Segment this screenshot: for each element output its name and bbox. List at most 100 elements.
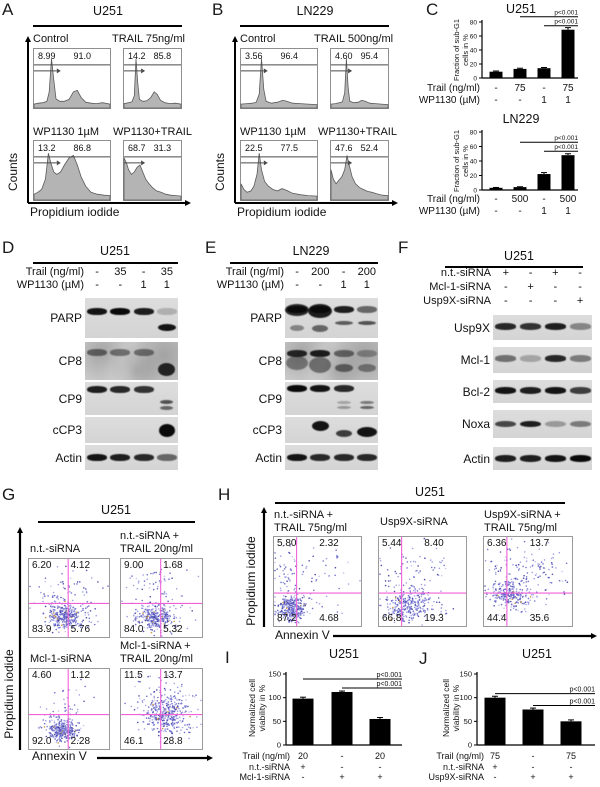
y-tick-label: 40 bbox=[470, 48, 478, 55]
histogram-curve bbox=[330, 155, 389, 201]
protein-band bbox=[333, 349, 354, 357]
panel-j-title: U251 bbox=[522, 647, 552, 661]
y-tick-label: 20 bbox=[470, 62, 478, 69]
panel-a-plot-0-histogram: 8.99 91.0 bbox=[33, 48, 111, 109]
panel-g-plot-2-name: Mcl-1-siRNA bbox=[30, 653, 92, 666]
bar-chart-row-value: - bbox=[569, 761, 573, 772]
panel-f-header-row-0-value-3: - bbox=[578, 267, 582, 279]
protein-band bbox=[356, 349, 377, 357]
panel-d-blot-2-protein-label: CP9 bbox=[58, 391, 82, 406]
panel-f-header-row-2-value-1: - bbox=[528, 295, 533, 307]
panel-h-label: H bbox=[218, 485, 231, 504]
panel-h-plot-2-scatter: 6.36 13.7 44.4 35.6 bbox=[483, 536, 573, 627]
panel-f-blot-2-membrane bbox=[493, 380, 592, 403]
bar-chart-row-value: - bbox=[542, 194, 546, 205]
protein-band bbox=[356, 454, 377, 461]
protein-band bbox=[520, 323, 542, 330]
panel-b-x-axis-label: Propidium iodide bbox=[237, 205, 327, 219]
gate-percentage-right: 31.3 bbox=[153, 143, 172, 153]
panel-d-title: U251 bbox=[100, 244, 130, 258]
bar-chart-row-value: 500 bbox=[511, 194, 529, 205]
panel-f-header-row-1-value-1: + bbox=[527, 281, 534, 293]
bar bbox=[292, 698, 314, 745]
panel-e-blot-3-membrane bbox=[285, 417, 378, 443]
bar-chart-row-label: n.t.-siRNA bbox=[442, 761, 484, 772]
quadrant-percentage-ll: 83.9 bbox=[32, 624, 52, 635]
panel-b-y-axis-label: Counts bbox=[213, 152, 227, 192]
protein-band bbox=[495, 455, 517, 462]
panel-e-header-row-0-value-2: - bbox=[341, 266, 346, 278]
panel-d-header-row-1-label: WP1130 (µM) bbox=[16, 279, 84, 291]
bar-chart-C-0-svg: 0 20 40 60 80 p<0.001 p<0.001 bbox=[470, 10, 579, 83]
panel-e-header-row-1-value-3: 1 bbox=[363, 279, 370, 291]
panel-a-title-underline bbox=[33, 25, 182, 27]
panel-d-blot-0-protein-label: PARP bbox=[50, 311, 82, 325]
bar-chart-row-label: Trail (ng/ml) bbox=[436, 751, 484, 761]
panel-e-blot-4-membrane bbox=[285, 445, 378, 470]
protein-band-extra bbox=[357, 363, 376, 372]
panel-e-blot-0-protein-label: PARP bbox=[250, 311, 282, 325]
panel-d-blot-2-membrane bbox=[85, 382, 178, 415]
panel-a-plot-3-histogram-svg bbox=[123, 156, 182, 201]
panel-g-plot-3-name: Mcl-1-siRNA + TRAIL 20ng/ml bbox=[120, 640, 193, 665]
panel-d-blot-1-membrane bbox=[85, 342, 178, 380]
protein-band bbox=[495, 323, 517, 330]
bar bbox=[369, 718, 391, 745]
panel-a-x-axis-label: Propidium iodide bbox=[30, 205, 120, 219]
gate-percentage-right: 91.0 bbox=[73, 51, 92, 61]
significance-label: p<0.001 bbox=[570, 687, 596, 694]
panel-a-plot-1-name: TRAIL 75ng/ml bbox=[112, 33, 185, 45]
bar-chart-row-value: 20 bbox=[374, 751, 386, 761]
panel-g-plot-1-scatter: 9.00 1.68 84.0 5.32 bbox=[120, 558, 203, 638]
panel-a-x-axis-arrowhead bbox=[185, 200, 191, 206]
bar-chart-C-1-svg: 0 20 40 60 80 p<0.001 p<0.001 bbox=[470, 130, 579, 195]
protein-band bbox=[569, 323, 591, 330]
protein-band bbox=[87, 454, 108, 461]
gate-percentage-left: 13.2 bbox=[38, 143, 56, 153]
panel-b-plot-0-histogram: 3.56 96.4 bbox=[240, 48, 318, 109]
gate-percentage-right: 52.4 bbox=[360, 143, 379, 153]
panel-b-label: B bbox=[212, 0, 224, 19]
protein-band bbox=[287, 349, 308, 357]
quadrant-percentage-lr: 19.3 bbox=[424, 613, 444, 624]
histogram-curve bbox=[240, 153, 318, 201]
bar-chart-y-axis-label: Normalized cell viability in % bbox=[247, 679, 267, 737]
protein-band-extra bbox=[311, 421, 329, 432]
protein-band bbox=[544, 455, 566, 462]
protein-band bbox=[520, 420, 542, 428]
protein-band bbox=[133, 385, 154, 393]
y-tick-label: 0 bbox=[468, 741, 472, 750]
panel-e-header-row-1-value-0: - bbox=[295, 279, 299, 291]
gate-marker-arrowhead bbox=[141, 160, 146, 166]
protein-band bbox=[110, 307, 131, 315]
y-tick-label: 0 bbox=[473, 76, 477, 83]
panel-c-chart2-title: LN229 bbox=[502, 112, 540, 126]
protein-band bbox=[156, 307, 177, 315]
panel-f-label: F bbox=[398, 238, 409, 257]
panel-f-header-row-0-label: n.t.-siRNA bbox=[440, 267, 491, 279]
panel-b-title: LN229 bbox=[296, 4, 334, 18]
plot-name-line: Usp9X-siRNA bbox=[380, 516, 448, 528]
bar-chart-row-label: Trail (ng/ml) bbox=[427, 83, 480, 94]
panel-d-header-row-0-value-1: 35 bbox=[114, 266, 127, 278]
quadrant-percentage-ll: 84.0 bbox=[124, 624, 144, 635]
protein-band-extra bbox=[359, 400, 374, 405]
bar-chart-row-value: - bbox=[518, 206, 522, 217]
bar-chart-row-label: n.t.-siRNA bbox=[248, 761, 290, 772]
histogram-curve bbox=[33, 58, 111, 109]
y-tick-label: 0 bbox=[277, 741, 281, 750]
bar-chart-row-label: Usp9X-siRNA bbox=[428, 771, 484, 782]
bar-chart-row-value: - bbox=[531, 751, 535, 761]
bar-chart-row-label: WP1130 (µM) bbox=[418, 95, 480, 106]
panel-f-title-underline bbox=[445, 266, 583, 268]
bar-chart-row-value: - bbox=[340, 761, 344, 772]
protein-band bbox=[520, 455, 542, 462]
panel-a-plot-1-histogram: 14.2 85.8 bbox=[123, 48, 182, 109]
plot-name-line: n.t.-siRNA + bbox=[120, 530, 179, 542]
panel-g-plot-0-scatter: 6.20 4.12 83.9 5.76 bbox=[28, 558, 110, 638]
panel-f-blot-1-membrane bbox=[493, 347, 592, 373]
panel-b-plot-0-name: Control bbox=[240, 33, 276, 45]
quadrant-percentage-ur: 13.7 bbox=[529, 538, 550, 549]
y-axis-label-line: cells in % bbox=[461, 145, 470, 177]
panel-c-chart1-title: U251 bbox=[506, 2, 536, 16]
